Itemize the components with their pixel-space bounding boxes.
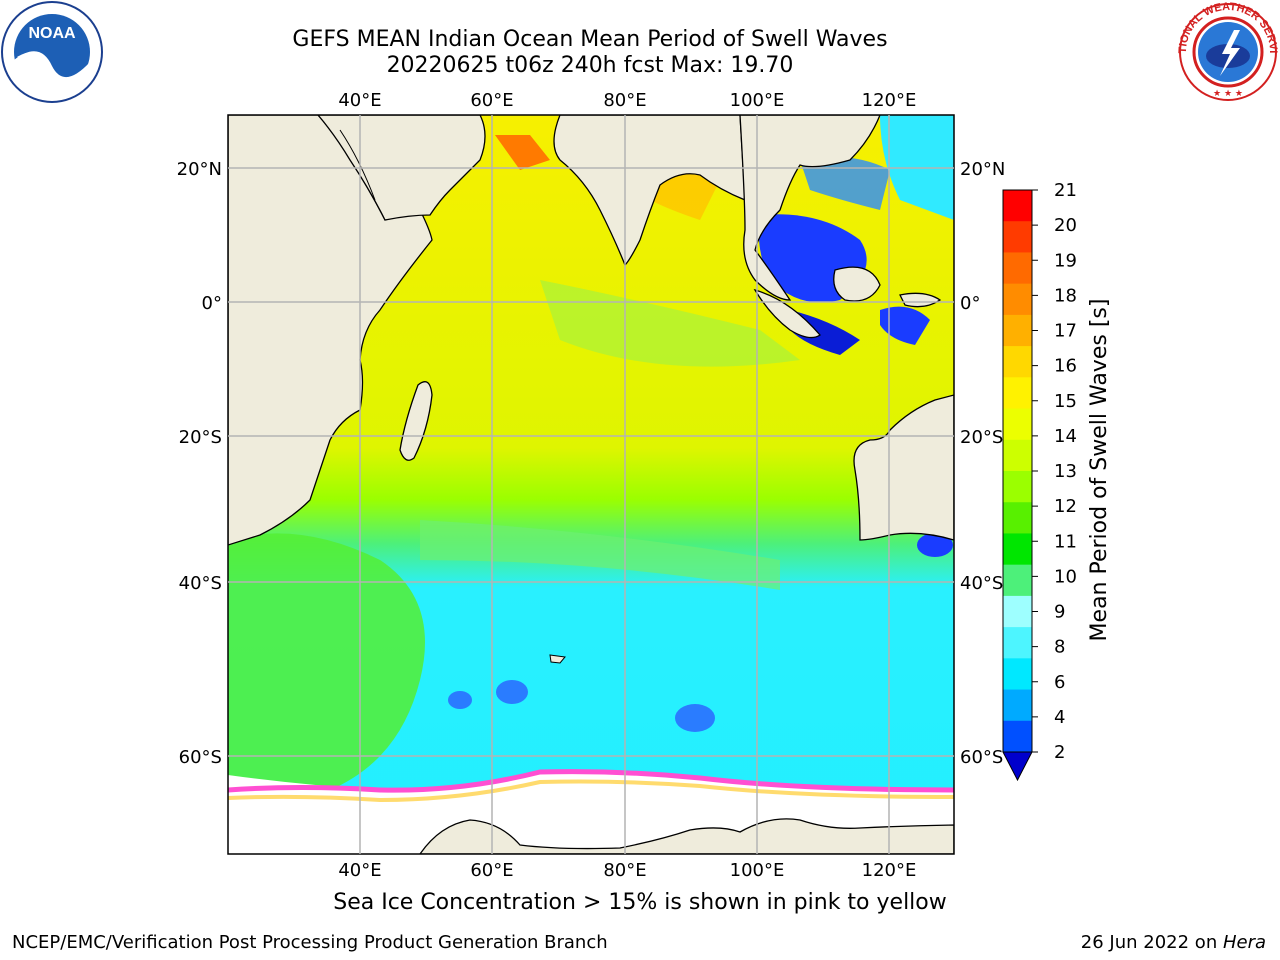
lat-label-right: 60°S — [960, 747, 1003, 768]
colorbar-segment — [1003, 689, 1032, 722]
swell-region-green-sw — [228, 533, 425, 790]
footer-date-text: 26 Jun 2022 on — [1080, 932, 1223, 953]
lon-label-bottom: 60°E — [470, 860, 513, 881]
swell-region-red-gulf — [495, 135, 550, 170]
lat-label-left: 20°S — [179, 427, 222, 448]
colorbar-tick-label: 19 — [1054, 250, 1077, 271]
colorbar-segment — [1003, 471, 1032, 503]
colorbar-segment — [1003, 595, 1032, 628]
colorbar-segment — [1003, 627, 1032, 659]
colorbar-tick-label: 17 — [1054, 321, 1077, 342]
colorbar-extend-arrow — [1002, 751, 1033, 782]
colorbar-segment — [1003, 658, 1032, 691]
land-madagascar — [399, 381, 433, 461]
sea-ice-edge — [228, 769, 954, 793]
lon-label-bottom: 40°E — [338, 860, 381, 881]
swell-region-patch-3 — [448, 691, 472, 709]
lat-label-left: 20°N — [177, 159, 222, 180]
colorbar-tick-label: 14 — [1054, 426, 1077, 447]
lat-label-right: 20°N — [960, 159, 1005, 180]
swell-region-patch-1 — [496, 680, 528, 704]
swell-region-green-band — [420, 520, 780, 590]
colorbar-segment — [1003, 283, 1032, 316]
land-borneo — [833, 266, 881, 302]
colorbar-segment — [1003, 533, 1032, 566]
colorbar-segment — [1003, 439, 1032, 472]
lat-label-left: 60°S — [179, 747, 222, 768]
nws-logo: NATIONAL WEATHER SERVICE ★ ★ ★ — [1172, 0, 1280, 108]
land-india — [553, 115, 746, 267]
colorbar-tick-label: 21 — [1054, 180, 1077, 201]
graticule — [228, 115, 954, 854]
lon-label-top: 100°E — [730, 90, 785, 111]
swell-region-patch-4 — [917, 533, 953, 557]
swell-region-banda-sea — [880, 306, 930, 345]
lon-label-bottom: 80°E — [603, 860, 646, 881]
colorbar-segment — [1003, 221, 1032, 253]
colorbar-tick-label: 16 — [1054, 356, 1077, 377]
colorbar-segment — [1003, 252, 1032, 285]
chart-title: GEFS MEAN Indian Ocean Mean Period of Sw… — [292, 27, 888, 52]
footer-date: 26 Jun 2022 on Hera — [1081, 932, 1266, 953]
chart-subtitle: 20220625 t06z 240h fcst Max: 19.70 — [386, 53, 794, 78]
colorbar-tick-label: 6 — [1054, 672, 1065, 693]
colorbar — [1002, 189, 1033, 782]
sea-ice-edge-yellow — [228, 779, 954, 803]
colorbar-ticks: 21 20 19 18 17 16 15 14 13 12 11 10 9 8 6 4 2 — [1032, 180, 1077, 763]
colorbar-label: Mean Period of Swell Waves [s] — [1087, 299, 1112, 642]
svg-text:★ ★ ★: ★ ★ ★ — [1213, 89, 1243, 99]
colorbar-segment — [1003, 564, 1032, 597]
colorbar-segment — [1003, 377, 1032, 410]
lon-label-top: 80°E — [603, 90, 646, 111]
swell-region-philippine — [800, 156, 890, 210]
colorbar-tick-label: 15 — [1054, 391, 1077, 412]
lon-label-bottom: 120°E — [862, 860, 917, 881]
lat-label-left: 40°S — [179, 573, 222, 594]
colorbar-segment — [1003, 346, 1032, 378]
colorbar-tick-label: 12 — [1054, 496, 1077, 517]
swell-region-patch-2 — [675, 704, 715, 732]
lat-label-right: 40°S — [960, 573, 1003, 594]
lat-label-left: 0° — [202, 293, 222, 314]
sea-ice-note: Sea Ice Concentration > 15% is shown in … — [333, 890, 947, 915]
colorbar-tick-label: 13 — [1054, 461, 1077, 482]
colorbar-segment — [1003, 190, 1032, 222]
colorbar-tick-label: 8 — [1054, 637, 1065, 658]
land-southeast-asia — [739, 115, 881, 301]
lon-label-top: 40°E — [338, 90, 381, 111]
land-antarctica — [419, 818, 954, 854]
colorbar-tick-label: 20 — [1054, 215, 1077, 236]
noaa-logo: NOAA — [0, 0, 104, 108]
colorbar-segment — [1003, 314, 1032, 347]
colorbar-tick-label: 4 — [1054, 707, 1065, 728]
colorbar-segment — [1003, 502, 1032, 534]
footer-producer: NCEP/EMC/Verification Post Processing Pr… — [12, 932, 608, 953]
noaa-logo-text: NOAA — [28, 25, 76, 42]
land-kerguelen — [549, 654, 566, 664]
lon-label-top: 60°E — [470, 90, 513, 111]
lat-label-right: 0° — [960, 293, 980, 314]
map-frame — [227, 114, 955, 855]
colorbar-tick-label: 9 — [1054, 602, 1065, 623]
lat-label-right: 20°S — [960, 427, 1003, 448]
land-sulawesi — [899, 292, 942, 308]
colorbar-tick-label: 18 — [1054, 285, 1077, 306]
footer-machine: Hera — [1222, 932, 1266, 953]
colorbar-tick-label: 2 — [1054, 742, 1065, 763]
lon-label-bottom: 100°E — [730, 860, 785, 881]
lon-label-top: 120°E — [862, 90, 917, 111]
colorbar-tick-label: 11 — [1054, 531, 1077, 552]
colorbar-segment — [1003, 720, 1032, 753]
land-australia — [853, 394, 954, 541]
colorbar-tick-label: 10 — [1054, 566, 1077, 587]
colorbar-segment — [1003, 408, 1032, 441]
